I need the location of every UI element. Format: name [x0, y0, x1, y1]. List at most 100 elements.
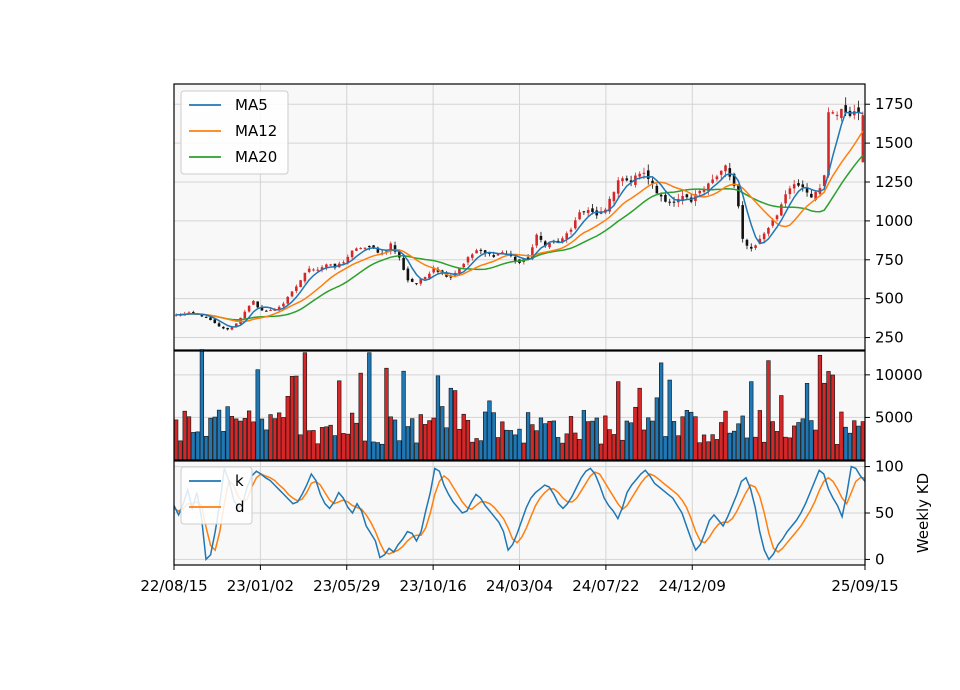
candle-body: [385, 250, 388, 252]
candle-body: [608, 198, 611, 212]
volume-bar: [431, 417, 436, 461]
volume-bar: [787, 437, 793, 461]
candle-body: [316, 269, 320, 271]
candle-body: [767, 227, 770, 234]
x-tick-label: 24/03/04: [486, 577, 553, 595]
volume-bar: [689, 411, 694, 461]
volume-bar: [384, 367, 389, 461]
volume-bar: [294, 375, 299, 461]
volume-bar: [731, 430, 737, 461]
volume-bar: [753, 436, 758, 461]
x-tick-label: 22/08/15: [140, 577, 207, 595]
volume-bar: [577, 439, 582, 461]
volume-bar: [332, 435, 338, 461]
ma20-line: [176, 154, 864, 321]
candle-body: [668, 201, 672, 203]
candle-body: [501, 252, 504, 254]
volume-bar: [405, 426, 411, 461]
candle-body: [329, 264, 332, 266]
volume-bar: [414, 442, 419, 461]
candle-body: [342, 262, 345, 264]
candle-body: [372, 245, 375, 249]
candle-body: [325, 264, 328, 268]
candle-body: [346, 256, 350, 263]
candle-body: [402, 257, 405, 270]
candle-body: [234, 323, 238, 327]
volume-bar: [590, 420, 595, 461]
candle-body: [230, 327, 234, 330]
volume-bar: [461, 413, 466, 461]
price-ytick-label: 1250: [875, 173, 913, 191]
candle-body: [758, 238, 762, 244]
candle-body: [333, 263, 337, 268]
volume-bar: [564, 433, 569, 461]
volume-bar: [422, 424, 428, 461]
volume-bar: [543, 423, 548, 461]
volume-bar: [208, 417, 213, 461]
volume-bar: [714, 439, 720, 461]
x-tick-label: 23/05/29: [313, 577, 380, 595]
volume-bar: [500, 421, 505, 461]
volume-bar: [633, 406, 638, 461]
volume-bar: [646, 417, 651, 461]
volume-bar: [238, 420, 243, 461]
volume-bar: [594, 417, 599, 461]
candle-body: [827, 112, 830, 176]
candle-body: [728, 168, 732, 177]
volume-bar: [719, 422, 724, 461]
volume-bar: [229, 416, 235, 461]
candle-body: [578, 212, 581, 220]
candle-body: [286, 296, 290, 304]
volume-bar: [478, 440, 483, 461]
volume-bar: [834, 444, 840, 461]
volume-bar: [706, 441, 711, 461]
candle-body: [363, 247, 367, 249]
candle-body: [556, 240, 560, 242]
volume-bar: [611, 434, 617, 461]
candle-body: [685, 194, 689, 198]
volume-bar: [289, 376, 295, 461]
candle-body: [269, 309, 272, 311]
volume-bar: [598, 443, 604, 461]
volume-bar: [255, 369, 260, 461]
candle-body: [539, 235, 543, 240]
volume-bar: [354, 422, 359, 461]
volume-bar: [427, 420, 432, 461]
candle-body: [264, 310, 268, 312]
kd-legend: kd: [180, 466, 253, 525]
candle-body: [672, 201, 676, 203]
candle-body: [586, 210, 590, 214]
volume-bar: [676, 435, 681, 461]
volume-bar: [487, 400, 492, 461]
volume-bar: [667, 379, 672, 461]
candle-body: [543, 241, 547, 247]
volume-bar: [517, 428, 522, 461]
price-ytick-label: 1500: [875, 134, 913, 152]
price-ytick-label: 1000: [875, 212, 913, 230]
volume-bar: [826, 371, 831, 461]
volume-bar: [530, 424, 535, 461]
volume-bar: [298, 434, 303, 461]
volume-bar: [315, 443, 320, 461]
candle-body: [561, 238, 564, 243]
volume-bar: [843, 426, 848, 461]
volume-bar: [285, 395, 290, 461]
volume-bar: [242, 418, 247, 461]
candle-body: [664, 194, 667, 202]
candle-body: [780, 204, 783, 216]
legend-label-ma5: MA5: [235, 96, 268, 114]
volume-bar: [328, 424, 333, 461]
volume-bar: [860, 421, 865, 461]
volume-bar: [337, 380, 342, 461]
volume-bar: [199, 349, 205, 461]
volume-bar: [362, 440, 368, 461]
candle-body: [810, 193, 813, 198]
candle-body: [822, 175, 826, 186]
candle-body: [213, 319, 217, 324]
volume-ytick-label: 10000: [875, 366, 923, 384]
candle-body: [616, 180, 620, 194]
volume-bar: [418, 414, 423, 461]
ma12-line: [176, 130, 864, 323]
candle-body: [711, 179, 714, 183]
volume-bar: [380, 443, 385, 461]
